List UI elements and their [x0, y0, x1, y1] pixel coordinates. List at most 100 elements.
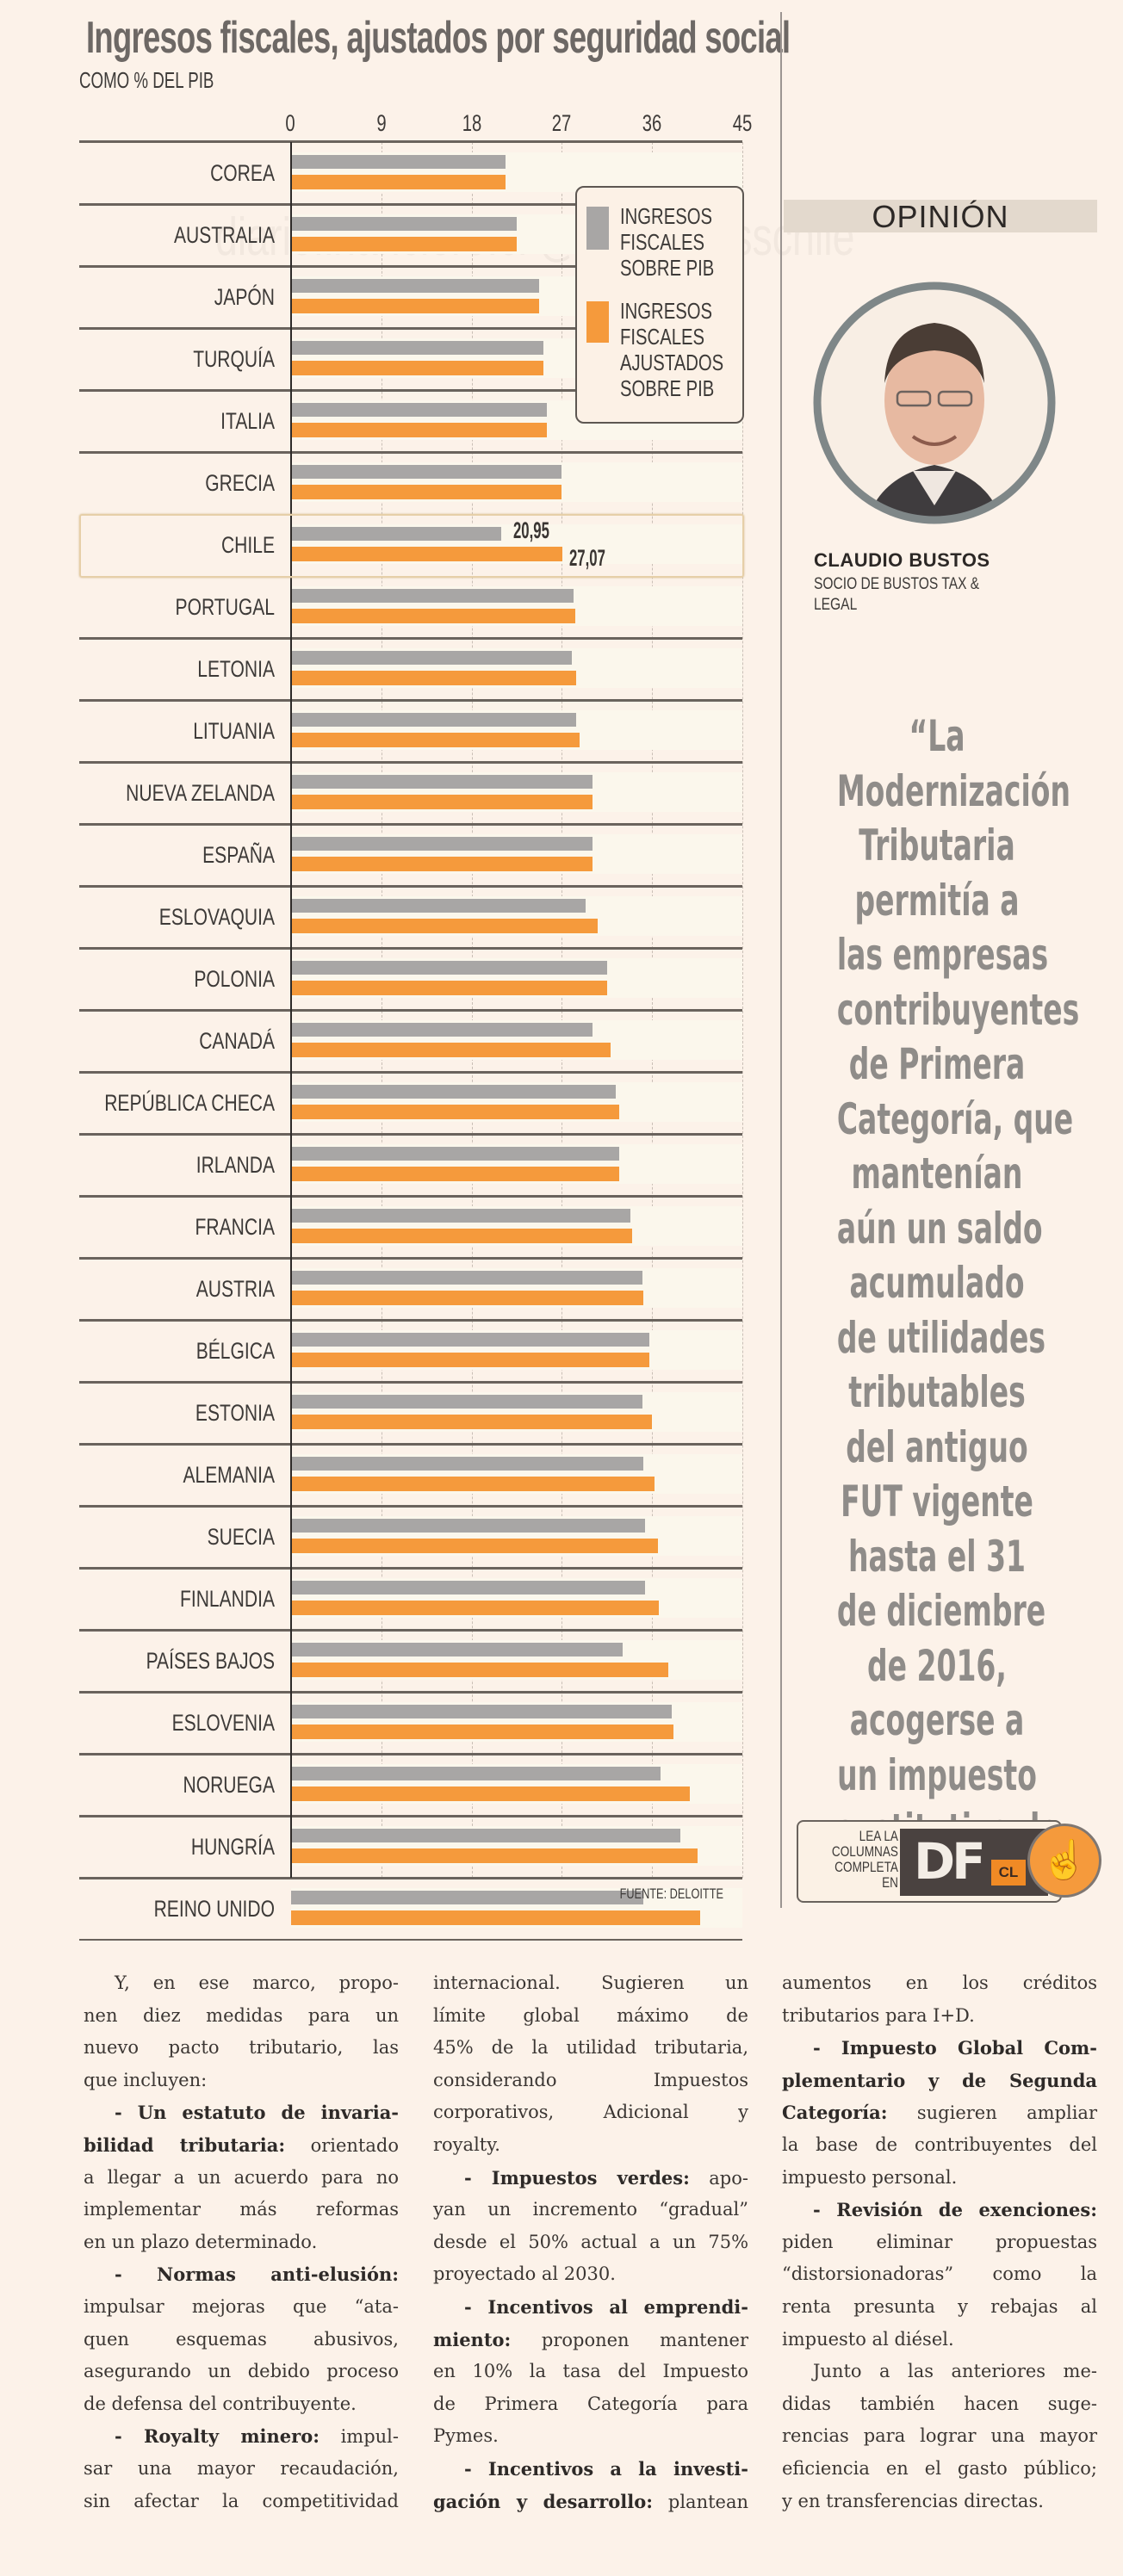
quote-line: permitía a [854, 875, 1020, 926]
article-line: sar una mayor recaudación, [84, 2453, 399, 2486]
article-line: implementar más reformas [84, 2194, 399, 2226]
category-label: AUSTRIA [195, 1276, 275, 1302]
row-separator [79, 451, 742, 454]
legend-swatch-gross [586, 207, 609, 250]
article-text: impulsar mejoras que “ata- [84, 2295, 399, 2317]
bar-adjusted [291, 609, 575, 623]
row-separator [79, 823, 742, 826]
row-separator [79, 637, 742, 640]
chart-bottom-rule [79, 1939, 742, 1941]
article-line: Pymes. [433, 2420, 748, 2453]
category-label: CHILE [220, 532, 275, 558]
article-text: sin afectar la competitividad [84, 2490, 399, 2511]
category-label: ESPAÑA [202, 842, 275, 868]
quote-line: de diciembre [836, 1586, 1046, 1636]
article-line: miento: proponen mantener [433, 2324, 748, 2356]
category-label: LITUANIA [193, 718, 275, 744]
row-separator [79, 1133, 742, 1136]
article-line: en 10% la tasa del Impuesto [433, 2356, 748, 2388]
article-bold-lead: - Revisión de exenciones: [813, 2199, 1097, 2221]
row-separator [79, 761, 742, 764]
legend-label-adjusted: INGRESOS FISCALES AJUSTADOS SOBRE PIB [620, 298, 724, 401]
category-label: REPÚBLICA CHECA [104, 1090, 275, 1116]
article-text: royalty. [433, 2133, 500, 2155]
bar-adjusted [291, 1167, 619, 1181]
bar-gross [291, 279, 539, 293]
row-separator [79, 389, 742, 392]
article-line: aumentos en los créditos [782, 1967, 1097, 2000]
bar-adjusted [291, 1415, 653, 1429]
bar-adjusted [291, 1786, 691, 1801]
quote-line: Tributaria [859, 820, 1015, 870]
bar-gross [291, 1829, 680, 1842]
article-line: de defensa del contribuyente. [84, 2388, 399, 2421]
article-bold-lead: - Impuestos verdes: [464, 2166, 690, 2189]
article-text: impul- [319, 2426, 399, 2448]
legend-swatch-adjusted [586, 301, 609, 343]
bar-adjusted [291, 175, 506, 189]
df-logo: DF CL [900, 1829, 1048, 1896]
bar-gross [291, 1023, 593, 1037]
article-text: apo- [689, 2167, 748, 2189]
category-label: CANADÁ [199, 1028, 275, 1054]
article-text: piden eliminar propuestas [782, 2231, 1097, 2252]
bar-gross [291, 651, 573, 665]
article-text: asegurando un debido proceso [84, 2361, 399, 2382]
article-text: plantean [652, 2491, 748, 2512]
bar-gross [291, 589, 574, 603]
article-text: eficiencia en el gasto público; [782, 2457, 1098, 2479]
pull-quote: “La Modernización Tributaria permitía a las … [785, 709, 1089, 1912]
bar-adjusted [291, 299, 539, 313]
category-label: PORTUGAL [175, 594, 275, 620]
row-separator [79, 327, 742, 330]
bar-gross [291, 217, 517, 231]
article-text: yan un incremento “gradual” [433, 2199, 748, 2220]
quote-line: tributables [848, 1367, 1026, 1417]
row-separator [79, 1443, 742, 1446]
article-line: renta presunta y rebajas al [782, 2291, 1097, 2324]
row-separator [79, 1071, 742, 1074]
portrait-hair [884, 323, 984, 383]
x-axis-zero-line [290, 142, 292, 1878]
category-label: FRANCIA [195, 1214, 275, 1240]
legend-label-gross: INGRESOS FISCALES SOBRE PIB [620, 203, 715, 281]
article-line: límite global máximo de [433, 2000, 748, 2033]
article-text: internacional. Sugieren un [433, 1972, 748, 1993]
bar-gross [291, 1085, 617, 1099]
category-label: POLONIA [194, 966, 275, 992]
article-line: piden eliminar propuestas [782, 2226, 1097, 2259]
quote-line: FUT vigente [841, 1477, 1033, 1526]
row-separator [79, 265, 742, 268]
article-text: renta presunta y rebajas al [782, 2295, 1098, 2317]
x-tick-label: 18 [462, 110, 481, 136]
article-line: plementario y de Segunda [782, 2065, 1097, 2097]
article-text: aumentos en los créditos [782, 1972, 1097, 1993]
chart-source: FUENTE: DELOITTE [619, 1886, 723, 1902]
quote-line: contribuyentes [836, 984, 1080, 1035]
article-line: quen esquemas abusivos, [84, 2324, 399, 2356]
read-column-df-button[interactable]: LEA LA COLUMNAS COMPLETA EN DF CL ☝ [797, 1820, 1101, 1903]
article-bold-lead: Categoría: [782, 2102, 888, 2124]
article-line: impuesto personal. [782, 2162, 1097, 2195]
x-tick-label: 45 [732, 110, 753, 136]
bar-adjusted [291, 1353, 649, 1367]
article-text: proponen mantener [511, 2329, 748, 2350]
row-separator [79, 1505, 742, 1508]
bar-adjusted [291, 485, 562, 499]
article-bold-lead: - Normas anti-elusión: [115, 2263, 399, 2286]
article-text: corporativos, Adicional y [433, 2102, 749, 2123]
chart-title: Ingresos fiscales, ajustados por segurid… [86, 13, 791, 63]
article-line: la base de contribuyentes del [782, 2129, 1097, 2162]
article-bold-lead: gación y desarrollo: [433, 2490, 653, 2512]
pointing-hand-icon[interactable]: ☝ [1027, 1824, 1101, 1898]
row-separator [79, 1195, 742, 1198]
article-text: límite global máximo de [433, 2004, 748, 2026]
article-text: quen esquemas abusivos, [84, 2328, 399, 2350]
row-separator [79, 1629, 742, 1632]
article-line: a llegar a un acuerdo para no [84, 2162, 399, 2195]
article-line: desde el 50% actual a un 75% [433, 2226, 748, 2259]
article-line: yan un incremento “gradual” [433, 2194, 748, 2226]
portrait-shirt [913, 471, 956, 505]
article-line: de Primera Categoría para [433, 2388, 748, 2421]
article-line: - Revisión de exenciones: [782, 2194, 1097, 2226]
